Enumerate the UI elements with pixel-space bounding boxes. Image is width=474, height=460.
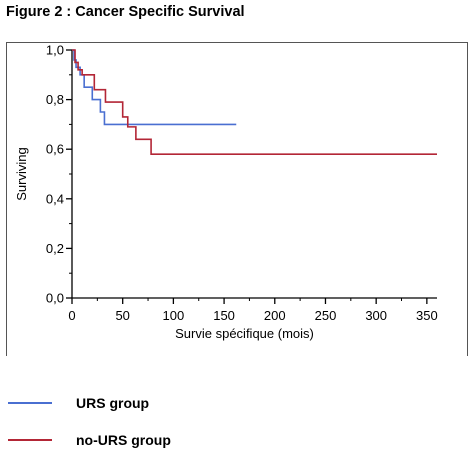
legend-swatch-urs	[8, 402, 52, 404]
axes: 0,0 0,2 0,4 0,6 0,8 1,0 0 50 100 150 200 250 300 350	[46, 43, 438, 324]
plot-lines	[72, 49, 437, 155]
y-axis-title: Surviving	[14, 147, 29, 200]
y-tick-label: 0,2	[46, 241, 64, 256]
x-tick-label: 300	[365, 308, 387, 323]
x-tick-label: 100	[163, 308, 185, 323]
x-tick-label: 150	[213, 308, 235, 323]
y-tick-label: 0,6	[46, 142, 64, 157]
legend-swatch-no-urs	[8, 439, 52, 441]
y-tick-label: 1,0	[46, 43, 64, 58]
figure-frame	[6, 42, 468, 356]
legend-item-no-urs: no-URS group	[8, 432, 171, 448]
legend-item-urs: URS group	[8, 395, 149, 411]
x-tick-label: 0	[68, 308, 75, 323]
figure-title: Figure 2 : Cancer Specific Survival	[6, 4, 245, 20]
y-tick-label: 0,4	[46, 191, 64, 206]
x-axis-title: Survie spécifique (mois)	[175, 326, 314, 341]
legend-label-urs: URS group	[76, 395, 150, 411]
legend-label-no-urs: no-URS group	[76, 432, 171, 448]
y-tick-label: 0,0	[46, 291, 64, 306]
y-tick-label: 0,8	[46, 92, 64, 107]
x-tick-label: 350	[416, 308, 438, 323]
series-line-no-urs	[72, 49, 437, 155]
x-tick-label: 50	[115, 308, 129, 323]
x-tick-label: 250	[315, 308, 337, 323]
x-tick-label: 200	[264, 308, 286, 323]
